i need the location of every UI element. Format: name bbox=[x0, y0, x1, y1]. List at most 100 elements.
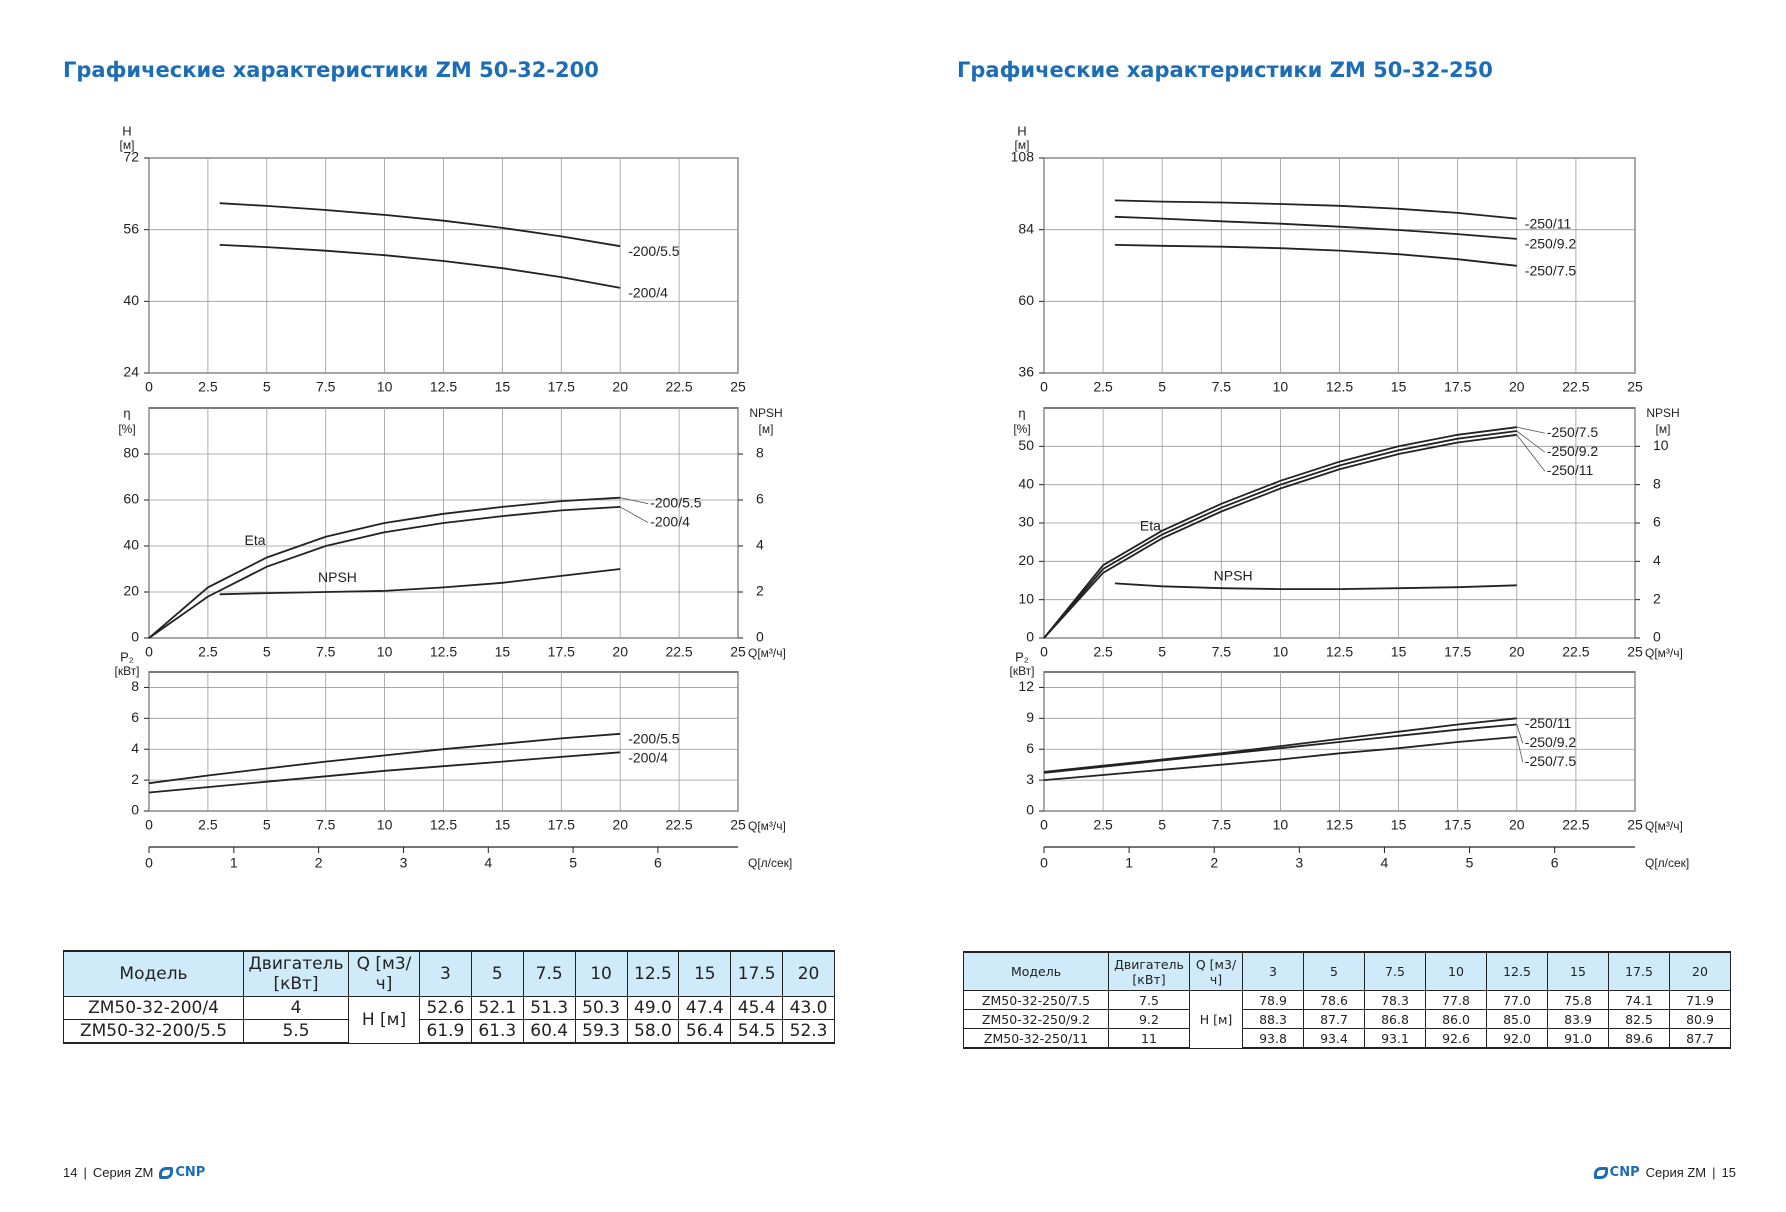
page-title: Графические характеристики ZM 50-32-250 bbox=[957, 58, 1493, 82]
table-cell: 82.5 bbox=[1608, 1009, 1670, 1029]
y-axis-unit: [кВт] bbox=[114, 664, 139, 678]
x-tick-label: 15 bbox=[495, 644, 511, 660]
series-line bbox=[1043, 426, 1517, 639]
header-cell: 7.5 bbox=[522, 950, 576, 997]
header-cell: 17.5 bbox=[730, 950, 784, 997]
table-cell: 43.0 bbox=[782, 996, 835, 1020]
spec-table: Модель Двигатель [кВт] Q [м3/ч] 3 5 7.5 10 12.5… bbox=[63, 950, 835, 1044]
x2-tick-label: 3 bbox=[400, 855, 408, 871]
y2-tick-label: 6 bbox=[1653, 514, 1661, 530]
table-cell: 61.9 bbox=[419, 1019, 472, 1044]
y-tick-label: 40 bbox=[123, 292, 139, 308]
series-line bbox=[219, 244, 621, 289]
x-tick-label: 15 bbox=[1391, 817, 1407, 833]
x-tick-label: 15 bbox=[1391, 644, 1407, 660]
x-tick-label: 5 bbox=[263, 379, 271, 395]
x-tick-label: 25 bbox=[730, 379, 746, 395]
table-row: ZM50-32-250/11 11 93.8 93.4 93.1 92.6 92.0 91.0… bbox=[963, 1028, 1731, 1049]
logo: CNP bbox=[1593, 1165, 1640, 1180]
leader-line bbox=[1516, 736, 1524, 763]
x-tick-label: 12.5 bbox=[430, 817, 457, 833]
x-tick-label: 5 bbox=[1158, 817, 1166, 833]
y-axis-unit: [%] bbox=[118, 422, 135, 436]
series-label: -250/7.5 bbox=[1525, 753, 1577, 769]
x-tick-label: 25 bbox=[1627, 644, 1643, 660]
y-tick-label: 6 bbox=[1026, 740, 1034, 756]
x2-tick-label: 6 bbox=[1551, 855, 1559, 871]
y-tick-label: 60 bbox=[1018, 292, 1034, 308]
series-line bbox=[148, 751, 621, 794]
y2-tick-label: 8 bbox=[1653, 475, 1661, 491]
x-tick-label: 5 bbox=[263, 817, 271, 833]
table-cell: 5.5 bbox=[243, 1019, 349, 1044]
x-tick-label: 20 bbox=[612, 817, 628, 833]
x-tick-label: 2.5 bbox=[198, 644, 218, 660]
x-tick-label: 0 bbox=[145, 644, 153, 660]
x-tick-label: 25 bbox=[1627, 817, 1643, 833]
y-tick-label: 4 bbox=[131, 740, 139, 756]
header-cell: 15 bbox=[678, 950, 732, 997]
header-cell: 5 bbox=[470, 950, 524, 997]
annotation: NPSH bbox=[318, 569, 357, 585]
y2-axis-unit: [м] bbox=[1656, 422, 1671, 436]
y-axis-unit: [м] bbox=[1015, 138, 1030, 152]
y-tick-label: 0 bbox=[131, 802, 139, 818]
x-tick-label: 25 bbox=[1627, 379, 1643, 395]
y-axis-unit: [м] bbox=[120, 138, 135, 152]
y-axis-unit: [%] bbox=[1013, 422, 1030, 436]
series-line bbox=[1043, 736, 1517, 781]
table-cell: 7.5 bbox=[1108, 990, 1190, 1010]
series-name: Серия ZM bbox=[92, 1165, 154, 1180]
x-tick-label: 0 bbox=[1040, 644, 1048, 660]
separator: | bbox=[83, 1165, 87, 1180]
table-row: ZM50-32-250/9.2 9.2 88.3 87.7 86.8 86.0 85.0 83… bbox=[963, 1009, 1731, 1029]
x-tick-label: 7.5 bbox=[316, 379, 336, 395]
annotation: Eta bbox=[245, 532, 266, 548]
series-label: -250/9.2 bbox=[1525, 734, 1577, 750]
x-tick-label: 12.5 bbox=[430, 644, 457, 660]
header-cell: 12.5 bbox=[626, 950, 680, 997]
x-tick-label: 5 bbox=[263, 644, 271, 660]
series-line bbox=[148, 496, 621, 639]
series-line bbox=[219, 202, 621, 248]
table-cell: 59.3 bbox=[574, 1019, 628, 1044]
series-name: Серия ZM bbox=[1645, 1165, 1707, 1180]
series-label: -250/11 bbox=[1525, 715, 1572, 731]
x-tick-label: 12.5 bbox=[1326, 817, 1353, 833]
table-cell: 86.0 bbox=[1425, 1009, 1487, 1029]
table-cell: 93.8 bbox=[1242, 1028, 1304, 1049]
x-tick-label: 2.5 bbox=[198, 379, 218, 395]
series-line bbox=[1114, 215, 1517, 240]
x-tick-label: 20 bbox=[612, 644, 628, 660]
y2-tick-label: 6 bbox=[756, 491, 764, 507]
y2-tick-label: 2 bbox=[756, 583, 764, 599]
y2-tick-label: 4 bbox=[756, 537, 764, 553]
header-cell: 7.5 bbox=[1364, 951, 1426, 991]
x-tick-label: 15 bbox=[495, 817, 511, 833]
y-axis-unit: [кВт] bbox=[1009, 664, 1034, 678]
y-tick-label: 0 bbox=[1026, 629, 1034, 645]
series-label: -250/9.2 bbox=[1547, 443, 1599, 459]
table-cell: 58.0 bbox=[626, 1019, 680, 1044]
series-label: -250/11 bbox=[1547, 462, 1594, 478]
table-cell: ZM50-32-200/4 bbox=[63, 996, 244, 1020]
y-tick-label: 0 bbox=[1026, 802, 1034, 818]
table-row: ZM50-32-200/4 4 H [м] 52.6 52.1 51.3 50.3 49.0 4… bbox=[63, 996, 835, 1044]
x-tick-label: 22.5 bbox=[665, 379, 692, 395]
y2-axis-unit: [м] bbox=[759, 422, 774, 436]
series-line bbox=[148, 732, 621, 785]
table-cell: 11 bbox=[1108, 1028, 1190, 1049]
x-tick-label: 10 bbox=[1273, 644, 1289, 660]
table-cell: ZM50-32-250/11 bbox=[963, 1028, 1109, 1049]
x-tick-label: 10 bbox=[377, 644, 393, 660]
y-tick-label: 9 bbox=[1026, 709, 1034, 725]
x-tick-label: 22.5 bbox=[665, 644, 692, 660]
x2-tick-label: 4 bbox=[484, 855, 492, 871]
x-tick-label: 17.5 bbox=[1444, 644, 1471, 660]
x-tick-label: 2.5 bbox=[198, 817, 218, 833]
table-cell: 92.6 bbox=[1425, 1028, 1487, 1049]
x-tick-label: 20 bbox=[612, 379, 628, 395]
table-cell: 78.9 bbox=[1242, 990, 1304, 1010]
y2-tick-label: 2 bbox=[1653, 590, 1661, 606]
y-tick-label: 12 bbox=[1018, 678, 1034, 694]
